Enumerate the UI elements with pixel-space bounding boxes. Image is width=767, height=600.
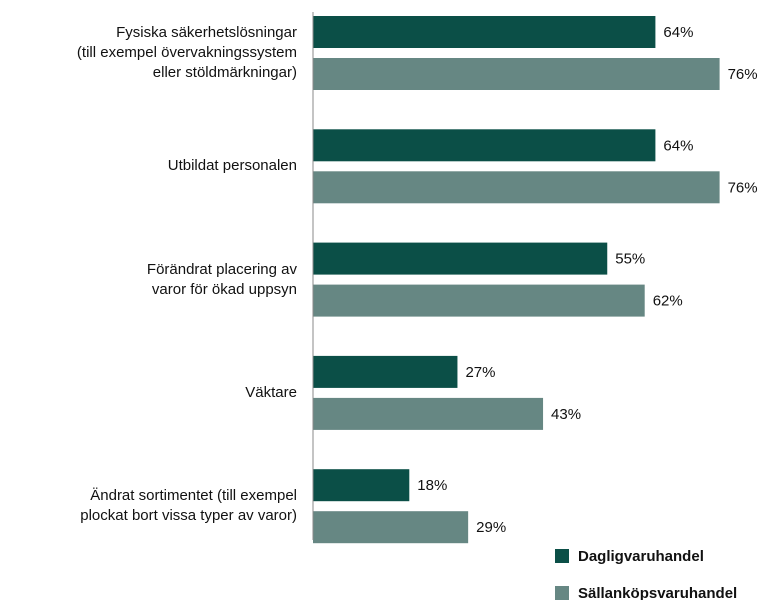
bar	[313, 242, 608, 275]
value-label: 18%	[417, 477, 447, 494]
value-label: 62%	[653, 293, 683, 310]
value-label: 76%	[728, 66, 758, 83]
value-label: 27%	[465, 364, 495, 381]
value-label: 76%	[728, 179, 758, 196]
bar	[313, 511, 469, 544]
value-label: 64%	[663, 24, 693, 41]
value-label: 64%	[663, 137, 693, 154]
category-label: Förändrat placering av varor för ökad up…	[146, 260, 297, 298]
legend-swatch	[555, 586, 569, 600]
category-label: Ändrat sortimentet (till exempel plockat…	[80, 487, 297, 525]
value-label: 43%	[551, 406, 581, 423]
bar	[313, 16, 656, 48]
category-label: Väktare	[245, 383, 297, 401]
value-label: 55%	[615, 251, 645, 268]
bar	[313, 355, 458, 388]
bar	[313, 129, 656, 162]
legend-label: Dagligvaruhandel	[578, 548, 704, 565]
bar	[313, 171, 720, 204]
bar	[313, 397, 544, 430]
bar	[313, 284, 645, 317]
category-label: Utbildat personalen	[167, 157, 297, 175]
bar	[313, 469, 410, 502]
legend-label: Sällanköpsvaruhandel	[578, 585, 737, 600]
legend-swatch	[555, 549, 569, 563]
category-label: Fysiska säkerhetslösningar (till exempel…	[76, 24, 297, 81]
bar	[313, 58, 720, 90]
value-label: 29%	[476, 519, 506, 536]
